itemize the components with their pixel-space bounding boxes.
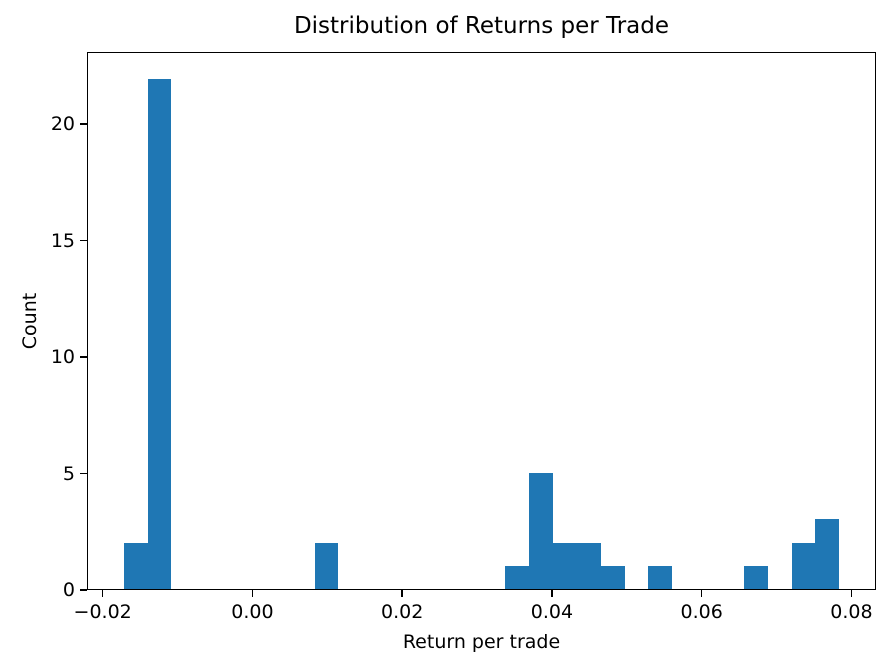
x-tick-mark xyxy=(551,590,553,597)
x-tick-label: −0.02 xyxy=(73,601,132,623)
x-tick-label: 0.00 xyxy=(231,601,274,623)
x-tick-mark xyxy=(700,590,703,597)
y-tick-mark xyxy=(80,123,87,125)
histogram-bar xyxy=(648,565,673,589)
x-tick-label: 0.08 xyxy=(830,601,873,623)
y-tick-mark xyxy=(80,239,87,242)
x-tick-label: 0.04 xyxy=(530,601,574,623)
histogram-bar xyxy=(529,472,554,589)
histogram-bar xyxy=(576,542,601,589)
y-tick-label: 5 xyxy=(62,462,75,485)
y-tick-mark xyxy=(80,472,87,475)
y-tick-label: 15 xyxy=(50,229,75,252)
bars-container xyxy=(88,53,875,589)
y-tick-label: 10 xyxy=(50,346,75,369)
x-tick-mark xyxy=(850,590,853,597)
histogram-bar xyxy=(791,542,816,589)
x-tick-label: 0.02 xyxy=(381,601,424,623)
y-tick-label: 20 xyxy=(50,113,75,136)
y-tick-mark xyxy=(80,589,87,591)
y-tick-label: 0 xyxy=(62,579,75,601)
histogram-bar xyxy=(505,565,530,589)
x-tick-mark xyxy=(101,590,104,597)
histogram-bar xyxy=(553,542,577,589)
chart-title: Distribution of Returns per Trade xyxy=(293,13,670,39)
histogram-bar xyxy=(743,565,768,589)
histogram-bar xyxy=(123,542,148,589)
x-axis-label: Return per trade xyxy=(402,631,561,653)
histogram-bar xyxy=(147,78,172,589)
x-tick-label: 0.06 xyxy=(680,601,723,623)
x-tick-mark xyxy=(251,590,254,597)
histogram-bar xyxy=(815,519,840,589)
y-axis-label: Count xyxy=(19,292,41,350)
x-tick-mark xyxy=(401,590,403,597)
y-tick-mark xyxy=(80,356,87,358)
histogram-bar xyxy=(600,565,625,589)
plot-area xyxy=(87,52,876,590)
histogram-bar xyxy=(314,542,339,589)
